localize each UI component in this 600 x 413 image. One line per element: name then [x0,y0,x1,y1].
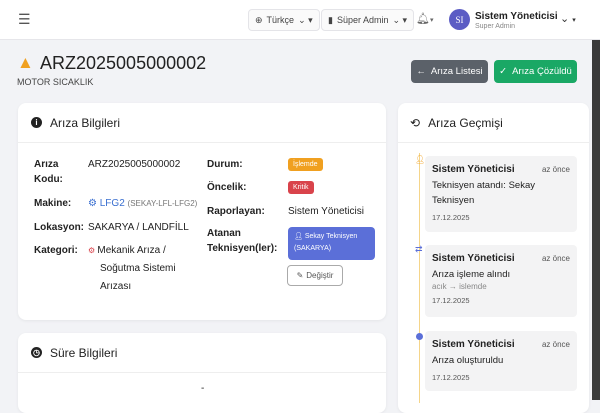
user-icon: 👤︎ [294,233,305,240]
globe-icon: ⊕ [255,14,263,25]
priority-label: Öncelik: [207,182,247,193]
category-label: Kategori: [34,245,78,256]
assigned-technician-badge: 👤︎ Sekay Teknisyen (SAKARYA) [288,227,375,260]
priority-badge: Kritik [288,181,314,194]
user-plus-icon: 👤︎ [415,155,426,164]
avatar[interactable]: SI [449,9,470,30]
card-title: Arıza Geçmişi [428,115,503,130]
location-value: SAKARYA / LANDFİLL [88,222,189,233]
back-to-list-button[interactable]: ← Arıza Listesi [411,60,488,83]
code-label: Arıza Kodu: [34,159,63,185]
info-card: i Arıza Bilgileri Arıza Kodu: ARZ20250050… [18,103,386,320]
machine-label: Makine: [34,198,72,209]
top-bar: ☰ ⊕ Türkçe ⌄ ▾ ▮ Süper Admin ⌄ ▾ 🔔︎▾ SI Sist… [0,0,600,40]
history-icon: ⟲ [410,115,421,130]
clock-icon: ◷ [31,347,42,358]
warning-icon: ▲ [17,53,34,72]
reporter-label: Raporlayan: [207,206,265,217]
reporter-value: Sistem Yöneticisi [288,206,364,217]
gear-icon: ⚙ [88,198,97,209]
status-label: Durum: [207,159,243,170]
language-select[interactable]: ⊕ Türkçe ⌄ ▾ [248,9,320,31]
machine-link[interactable]: ⚙ LFG2 (SEKAY-LFL-LFG2) [88,198,198,209]
page-subtitle: MOTOR SICAKLIK [17,77,94,87]
exchange-icon: ⇄ [415,244,423,254]
duration-value: - [201,383,205,394]
status-badge: İşlemde [288,158,323,171]
info-icon: i [31,117,42,128]
user-role: Super Admin [475,23,516,30]
user-menu-chevron-icon[interactable]: ⌄ ▾ [560,13,576,25]
resolve-button[interactable]: ✓ Arıza Çözüldü [494,60,577,83]
check-icon: ✓ [499,66,508,77]
code-value: ARZ2025005000002 [88,159,181,170]
bookmark-icon: ▮ [328,14,333,25]
history-item: Sistem Yöneticisi az önce Teknisyen atand… [425,156,577,232]
card-title: Arıza Bilgileri [50,115,121,130]
location-label: Lokasyon: [34,222,85,233]
assigned-label: Atanan Teknisyen(ler): [207,228,278,254]
category-value: ⚙ Mekanik Arıza / Soğutma Sistemi Arızas… [88,245,176,292]
card-title: Süre Bilgileri [50,345,118,360]
chevron-down-icon: ⌄ ▾ [298,14,313,25]
page-title: ARZ2025005000002 [40,53,207,73]
scrollbar[interactable] [592,40,600,400]
timeline-line [419,153,420,403]
circle-icon [416,333,423,340]
arrow-left-icon: ← [416,66,426,77]
history-item: Sistem Yöneticisi az önce Arıza işleme al… [425,245,577,317]
edit-icon: ✎ [296,271,304,280]
user-name[interactable]: Sistem Yöneticisi [475,11,558,22]
role-select[interactable]: ▮ Süper Admin ⌄ ▾ [321,9,415,31]
cogs-icon: ⚙ [88,246,98,255]
change-technician-button[interactable]: ✎ Değiştir [287,265,343,286]
chevron-down-icon: ⌄ ▾ [392,14,408,25]
duration-card: ◷ Süre Bilgileri - [18,333,386,413]
history-card: ⟲ Arıza Geçmişi 👤︎ Sistem Yöneticisi az ön… [398,103,589,413]
history-item: Sistem Yöneticisi az önce Arıza oluşturul… [425,331,577,391]
bell-icon[interactable]: 🔔︎▾ [416,13,434,25]
menu-icon[interactable]: ☰ [18,11,31,27]
